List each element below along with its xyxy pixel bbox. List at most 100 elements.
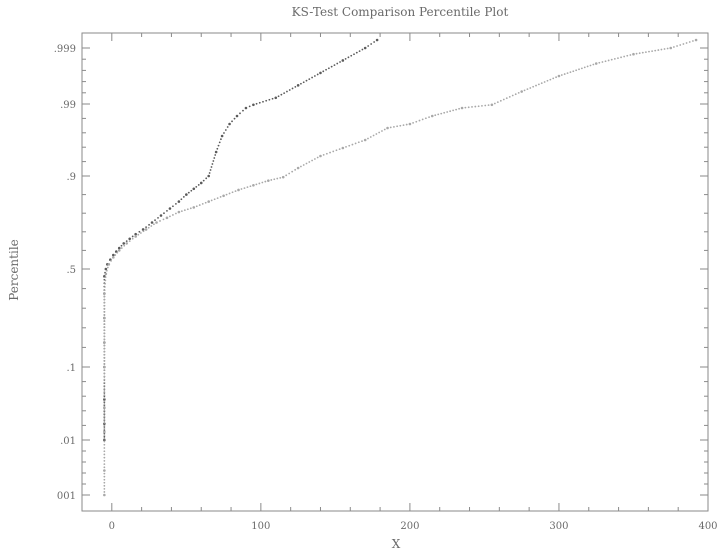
series-dot: [373, 41, 376, 43]
data-point: [117, 249, 121, 252]
series-dot: [128, 240, 131, 243]
series-dot: [104, 282, 107, 285]
data-point: [141, 228, 145, 231]
series-dot: [311, 159, 313, 162]
data-point: [252, 103, 255, 107]
series-dot: [537, 83, 540, 86]
series-dot: [103, 375, 106, 378]
series-dot: [262, 100, 264, 103]
series-dot: [638, 52, 641, 55]
series-dot: [313, 75, 316, 77]
series-dot: [434, 114, 437, 117]
series-dot: [322, 153, 325, 156]
y-tick-label: .999: [54, 44, 76, 55]
series-dot: [103, 472, 106, 475]
series-dot: [214, 154, 217, 156]
data-point: [490, 103, 494, 107]
series-dot: [103, 350, 106, 353]
series-dot: [327, 67, 330, 70]
series-dot: [103, 320, 106, 322]
series-dot: [231, 120, 233, 123]
series-dot: [487, 104, 490, 107]
series-dot: [271, 97, 274, 100]
series-1: [103, 38, 379, 442]
series-dot: [103, 335, 106, 338]
series-dot: [443, 111, 446, 114]
series-dot: [103, 484, 106, 487]
series-dot: [316, 156, 319, 159]
series-dot: [300, 165, 302, 168]
series-dot: [103, 332, 106, 335]
series-dot: [255, 102, 258, 105]
series-dot: [493, 102, 496, 105]
series-dot: [189, 207, 192, 210]
y-tick-label: .99: [60, 100, 76, 111]
series-dot: [208, 172, 211, 174]
series-dot: [302, 164, 305, 166]
series-dot: [540, 82, 543, 85]
series-dot: [305, 162, 308, 165]
series-dot: [172, 205, 174, 208]
series-dot: [231, 191, 234, 194]
series-dot: [279, 176, 282, 179]
series-dot: [211, 163, 214, 165]
series-dot: [610, 58, 613, 61]
series-dot: [233, 117, 236, 120]
series-dot: [535, 84, 537, 87]
series-dot: [361, 140, 363, 143]
series-dot: [212, 160, 215, 162]
series-dot: [103, 356, 106, 359]
series-dot: [673, 46, 675, 48]
series-dot: [440, 112, 443, 115]
series-dot: [103, 310, 106, 313]
data-point: [104, 267, 108, 271]
series-dot: [575, 69, 578, 72]
series-dot: [452, 109, 455, 112]
series-dot: [354, 142, 357, 145]
series-2: [103, 38, 698, 497]
series-dot: [217, 144, 220, 147]
data-point: [103, 430, 106, 434]
series-dot: [372, 134, 375, 137]
series-dot: [369, 136, 372, 138]
series-dot: [393, 125, 395, 128]
series-dot: [103, 491, 106, 493]
data-point: [632, 52, 635, 56]
series-dot: [210, 199, 213, 202]
series-dot: [294, 85, 297, 88]
series-dot: [103, 289, 106, 292]
series-dot: [300, 82, 302, 85]
series-dot: [338, 148, 341, 151]
series-dot: [620, 56, 622, 59]
data-point: [112, 256, 115, 259]
data-point: [386, 126, 389, 130]
series-dot: [383, 128, 386, 131]
data-point: [192, 187, 196, 191]
series-dot: [347, 56, 350, 59]
series-dot: [201, 203, 204, 205]
series-dot: [477, 105, 480, 108]
series-dot: [148, 223, 150, 226]
series-dot: [357, 141, 360, 144]
series-dot: [446, 111, 449, 113]
series-dot: [213, 157, 216, 159]
series-dot: [288, 89, 291, 91]
series-dot: [103, 427, 106, 430]
data-point: [134, 232, 137, 236]
data-point: [185, 193, 188, 196]
series-dot: [154, 219, 156, 222]
data-point: [430, 114, 434, 118]
series-dot: [103, 338, 106, 341]
data-point: [296, 84, 300, 87]
data-point: [220, 134, 224, 138]
data-point: [520, 90, 523, 93]
data-point: [296, 166, 300, 170]
series-dot: [120, 247, 123, 249]
series-dot: [313, 158, 316, 160]
series-dot: [103, 323, 106, 326]
series-dot: [291, 87, 294, 90]
series-dot: [418, 119, 421, 122]
series-dot: [103, 453, 106, 456]
series-dot: [103, 329, 106, 332]
